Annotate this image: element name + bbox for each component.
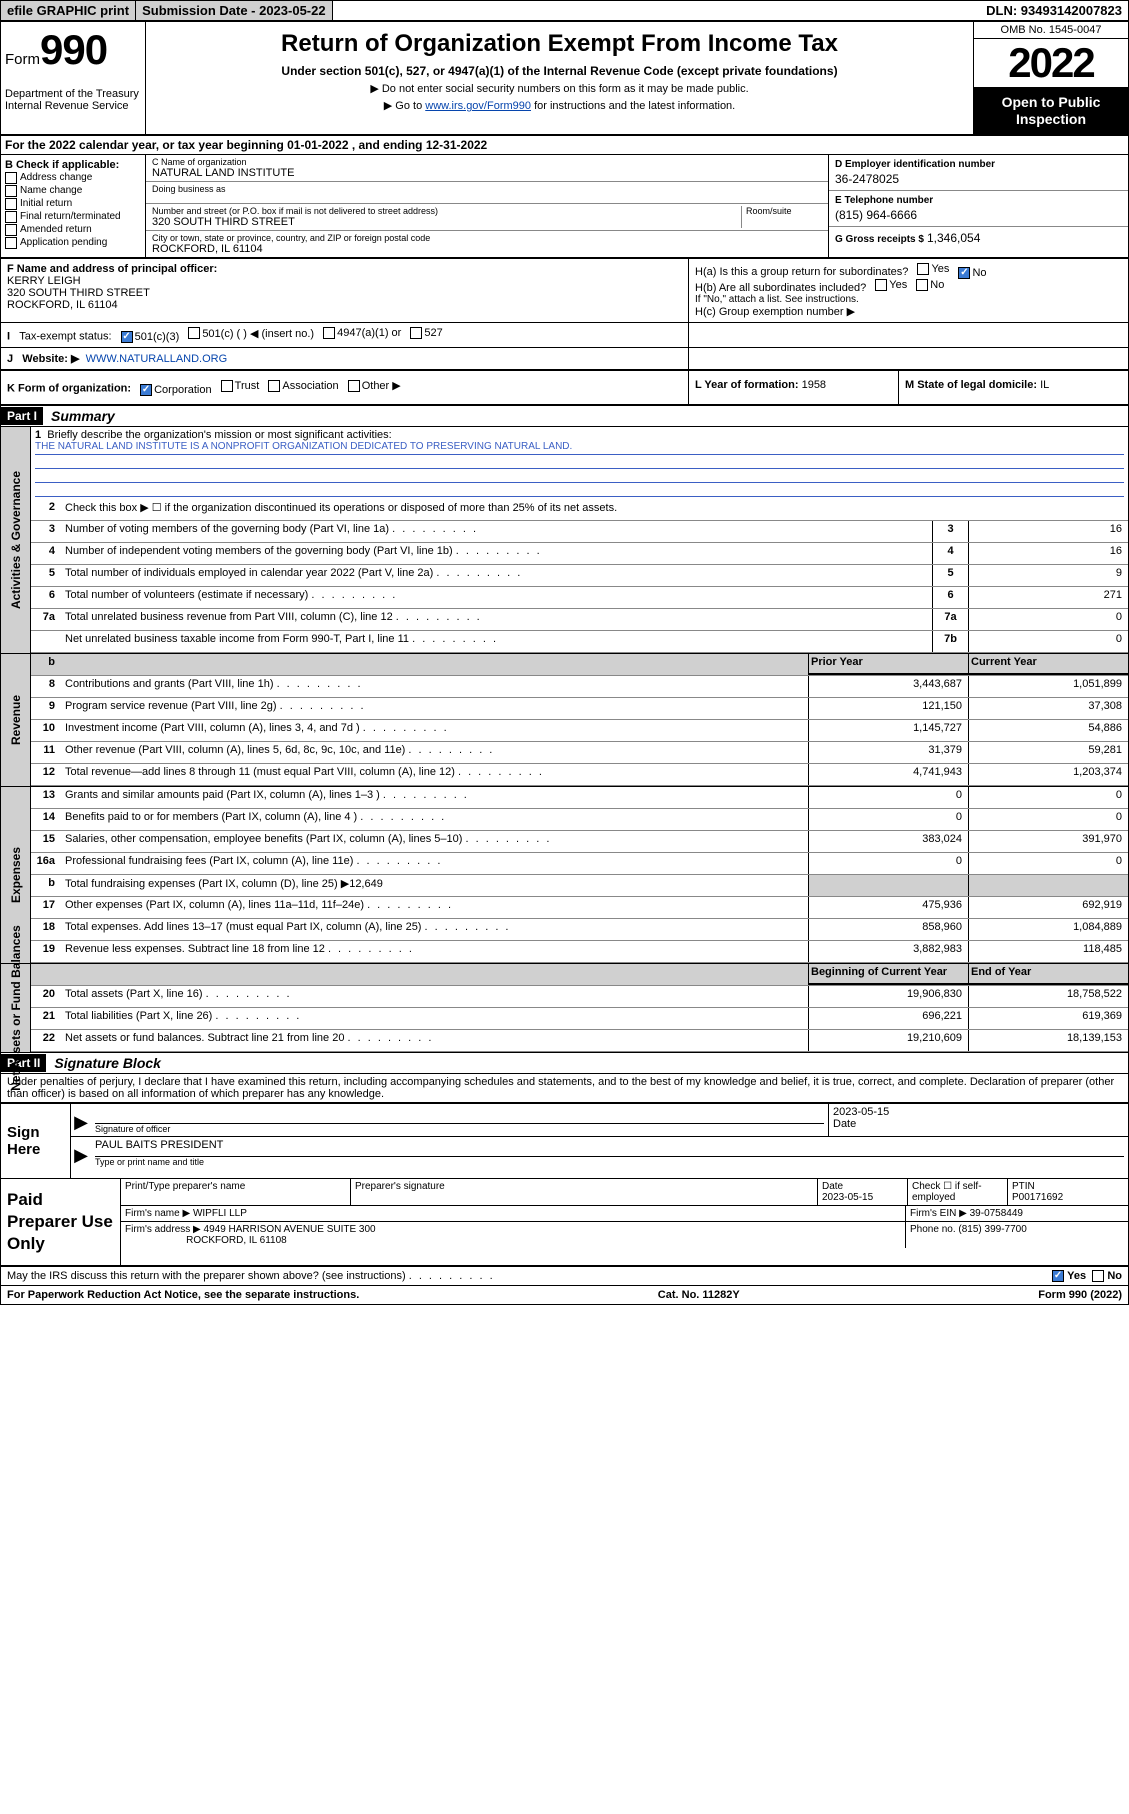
- ein-value: 36-2478025: [835, 172, 1122, 186]
- summary-line: 18Total expenses. Add lines 13–17 (must …: [31, 919, 1128, 941]
- mission-label: Briefly describe the organization's miss…: [47, 429, 391, 441]
- summary-line: 17Other expenses (Part IX, column (A), l…: [31, 897, 1128, 919]
- summary-line: 5Total number of individuals employed in…: [31, 565, 1128, 587]
- check-if-applicable-item[interactable]: Initial return: [5, 198, 141, 210]
- gross-receipts-value: 1,346,054: [927, 231, 980, 245]
- department-label: Department of the Treasury Internal Reve…: [5, 88, 141, 112]
- signature-label: Signature of officer: [95, 1124, 824, 1134]
- check-if-applicable-item[interactable]: Address change: [5, 172, 141, 184]
- ein-label: D Employer identification number: [835, 159, 1122, 170]
- summary-line: 11Other revenue (Part VIII, column (A), …: [31, 742, 1128, 764]
- summary-line: 3Number of voting members of the governi…: [31, 521, 1128, 543]
- h-b-note: If "No," attach a list. See instructions…: [695, 294, 1122, 305]
- summary-line: 10Investment income (Part VIII, column (…: [31, 720, 1128, 742]
- summary-line: 22Net assets or fund balances. Subtract …: [31, 1030, 1128, 1052]
- part-ii-header: Part II Signature Block: [1, 1053, 1128, 1074]
- open-to-public-badge: Open to Public Inspection: [974, 88, 1128, 134]
- row-k-l-m: K Form of organization: Corporation Trus…: [1, 371, 1128, 406]
- org-name: NATURAL LAND INSTITUTE: [152, 167, 822, 179]
- discuss-yes-checkbox[interactable]: [1052, 1270, 1064, 1282]
- officer-print-name: PAUL BAITS PRESIDENT: [95, 1139, 1124, 1157]
- street-value: 320 SOUTH THIRD STREET: [152, 216, 737, 228]
- summary-line: 19Revenue less expenses. Subtract line 1…: [31, 941, 1128, 963]
- part-i-header: Part I Summary: [1, 406, 1128, 427]
- line-a-tax-year: For the 2022 calendar year, or tax year …: [1, 136, 1128, 155]
- 501c3-checkbox[interactable]: [121, 331, 133, 343]
- phone-value: (815) 964-6666: [835, 208, 1122, 222]
- room-suite-label: Room/suite: [742, 206, 822, 228]
- officer-addr1: 320 SOUTH THIRD STREET: [7, 287, 682, 299]
- check-if-applicable-item[interactable]: Final return/terminated: [5, 211, 141, 223]
- summary-line: 6Total number of volunteers (estimate if…: [31, 587, 1128, 609]
- website-link[interactable]: WWW.NATURALLAND.ORG: [86, 353, 228, 365]
- row-i: I Tax-exempt status: 501(c)(3) 501(c) ( …: [1, 323, 1128, 349]
- expenses-section: Expenses 13Grants and similar amounts pa…: [1, 786, 1128, 963]
- check-if-applicable-item[interactable]: Name change: [5, 185, 141, 197]
- form-subtitle: Under section 501(c), 527, or 4947(a)(1)…: [154, 64, 965, 78]
- h-a-label: H(a) Is this a group return for subordin…: [695, 266, 908, 278]
- instructions-link-line: ▶ Go to www.irs.gov/Form990 for instruct…: [154, 99, 965, 112]
- summary-line: 9Program service revenue (Part VIII, lin…: [31, 698, 1128, 720]
- arrow-icon: ▶: [71, 1104, 91, 1136]
- summary-line: 14Benefits paid to or for members (Part …: [31, 809, 1128, 831]
- check-if-applicable-item[interactable]: Amended return: [5, 224, 141, 236]
- submission-date: Submission Date - 2023-05-22: [136, 1, 333, 20]
- header-info-grid: B Check if applicable: Address changeNam…: [1, 155, 1128, 259]
- summary-line: Net unrelated business taxable income fr…: [31, 631, 1128, 653]
- city-value: ROCKFORD, IL 61104: [152, 243, 822, 255]
- summary-line: 16aProfessional fundraising fees (Part I…: [31, 853, 1128, 875]
- check-if-applicable-item[interactable]: Application pending: [5, 237, 141, 249]
- officer-addr2: ROCKFORD, IL 61104: [7, 299, 682, 311]
- gross-receipts-label: G Gross receipts $: [835, 234, 924, 245]
- officer-name: KERRY LEIGH: [7, 275, 682, 287]
- h-c-label: H(c) Group exemption number ▶: [695, 305, 1122, 318]
- net-assets-section: Net Assets or Fund Balances Beginning of…: [1, 963, 1128, 1053]
- efile-button[interactable]: efile GRAPHIC print: [1, 1, 136, 20]
- officer-label: F Name and address of principal officer:: [7, 263, 682, 275]
- summary-line: 15Salaries, other compensation, employee…: [31, 831, 1128, 853]
- summary-line: 2Check this box ▶ ☐ if the organization …: [31, 499, 1128, 521]
- page-footer: For Paperwork Reduction Act Notice, see …: [1, 1286, 1128, 1304]
- omb-number: OMB No. 1545-0047: [974, 22, 1128, 39]
- col-b-checkboxes: B Check if applicable: Address changeNam…: [1, 155, 146, 257]
- dln: DLN: 93493142007823: [980, 1, 1128, 20]
- summary-line: 12Total revenue—add lines 8 through 11 (…: [31, 764, 1128, 786]
- summary-line: 7aTotal unrelated business revenue from …: [31, 609, 1128, 631]
- row-j: J Website: ▶ WWW.NATURALLAND.ORG: [1, 348, 1128, 371]
- sign-date: 2023-05-15: [833, 1106, 1124, 1118]
- org-name-label: C Name of organization: [152, 157, 822, 167]
- governance-section: Activities & Governance 1 Briefly descri…: [1, 427, 1128, 653]
- perjury-statement: Under penalties of perjury, I declare th…: [1, 1074, 1128, 1102]
- summary-line: bTotal fundraising expenses (Part IX, co…: [31, 875, 1128, 897]
- city-label: City or town, state or province, country…: [152, 233, 822, 243]
- top-bar: efile GRAPHIC print Submission Date - 20…: [1, 1, 1128, 22]
- corporation-checkbox[interactable]: [140, 384, 152, 396]
- form-title: Return of Organization Exempt From Incom…: [154, 30, 965, 58]
- paid-preparer-block: Paid Preparer Use Only Print/Type prepar…: [1, 1179, 1128, 1267]
- tax-year: 2022: [974, 39, 1128, 88]
- revenue-section: Revenue b Prior Year Current Year 8Contr…: [1, 653, 1128, 786]
- dba-label: Doing business as: [152, 184, 822, 194]
- discuss-with-preparer: May the IRS discuss this return with the…: [1, 1267, 1128, 1286]
- summary-line: 20Total assets (Part X, line 16) 19,906,…: [31, 986, 1128, 1008]
- h-a-no-checkbox[interactable]: [958, 267, 970, 279]
- row-f-h: F Name and address of principal officer:…: [1, 259, 1128, 323]
- arrow-icon: ▶: [71, 1137, 91, 1169]
- summary-line: 13Grants and similar amounts paid (Part …: [31, 787, 1128, 809]
- mission-text: THE NATURAL LAND INSTITUTE IS A NONPROFI…: [35, 441, 1124, 455]
- h-b-label: H(b) Are all subordinates included?: [695, 282, 866, 294]
- irs-link[interactable]: www.irs.gov/Form990: [425, 100, 531, 112]
- summary-line: 8Contributions and grants (Part VIII, li…: [31, 676, 1128, 698]
- sign-here-block: Sign Here ▶ Signature of officer 2023-05…: [1, 1102, 1128, 1179]
- summary-line: 4Number of independent voting members of…: [31, 543, 1128, 565]
- form-header: Form990 Department of the Treasury Inter…: [1, 22, 1128, 136]
- ssn-note: ▶ Do not enter social security numbers o…: [154, 82, 965, 95]
- phone-label: E Telephone number: [835, 195, 1122, 206]
- form-990-page: efile GRAPHIC print Submission Date - 20…: [0, 0, 1129, 1305]
- street-label: Number and street (or P.O. box if mail i…: [152, 206, 737, 216]
- form-number: Form990: [5, 26, 141, 74]
- summary-line: 21Total liabilities (Part X, line 26) 69…: [31, 1008, 1128, 1030]
